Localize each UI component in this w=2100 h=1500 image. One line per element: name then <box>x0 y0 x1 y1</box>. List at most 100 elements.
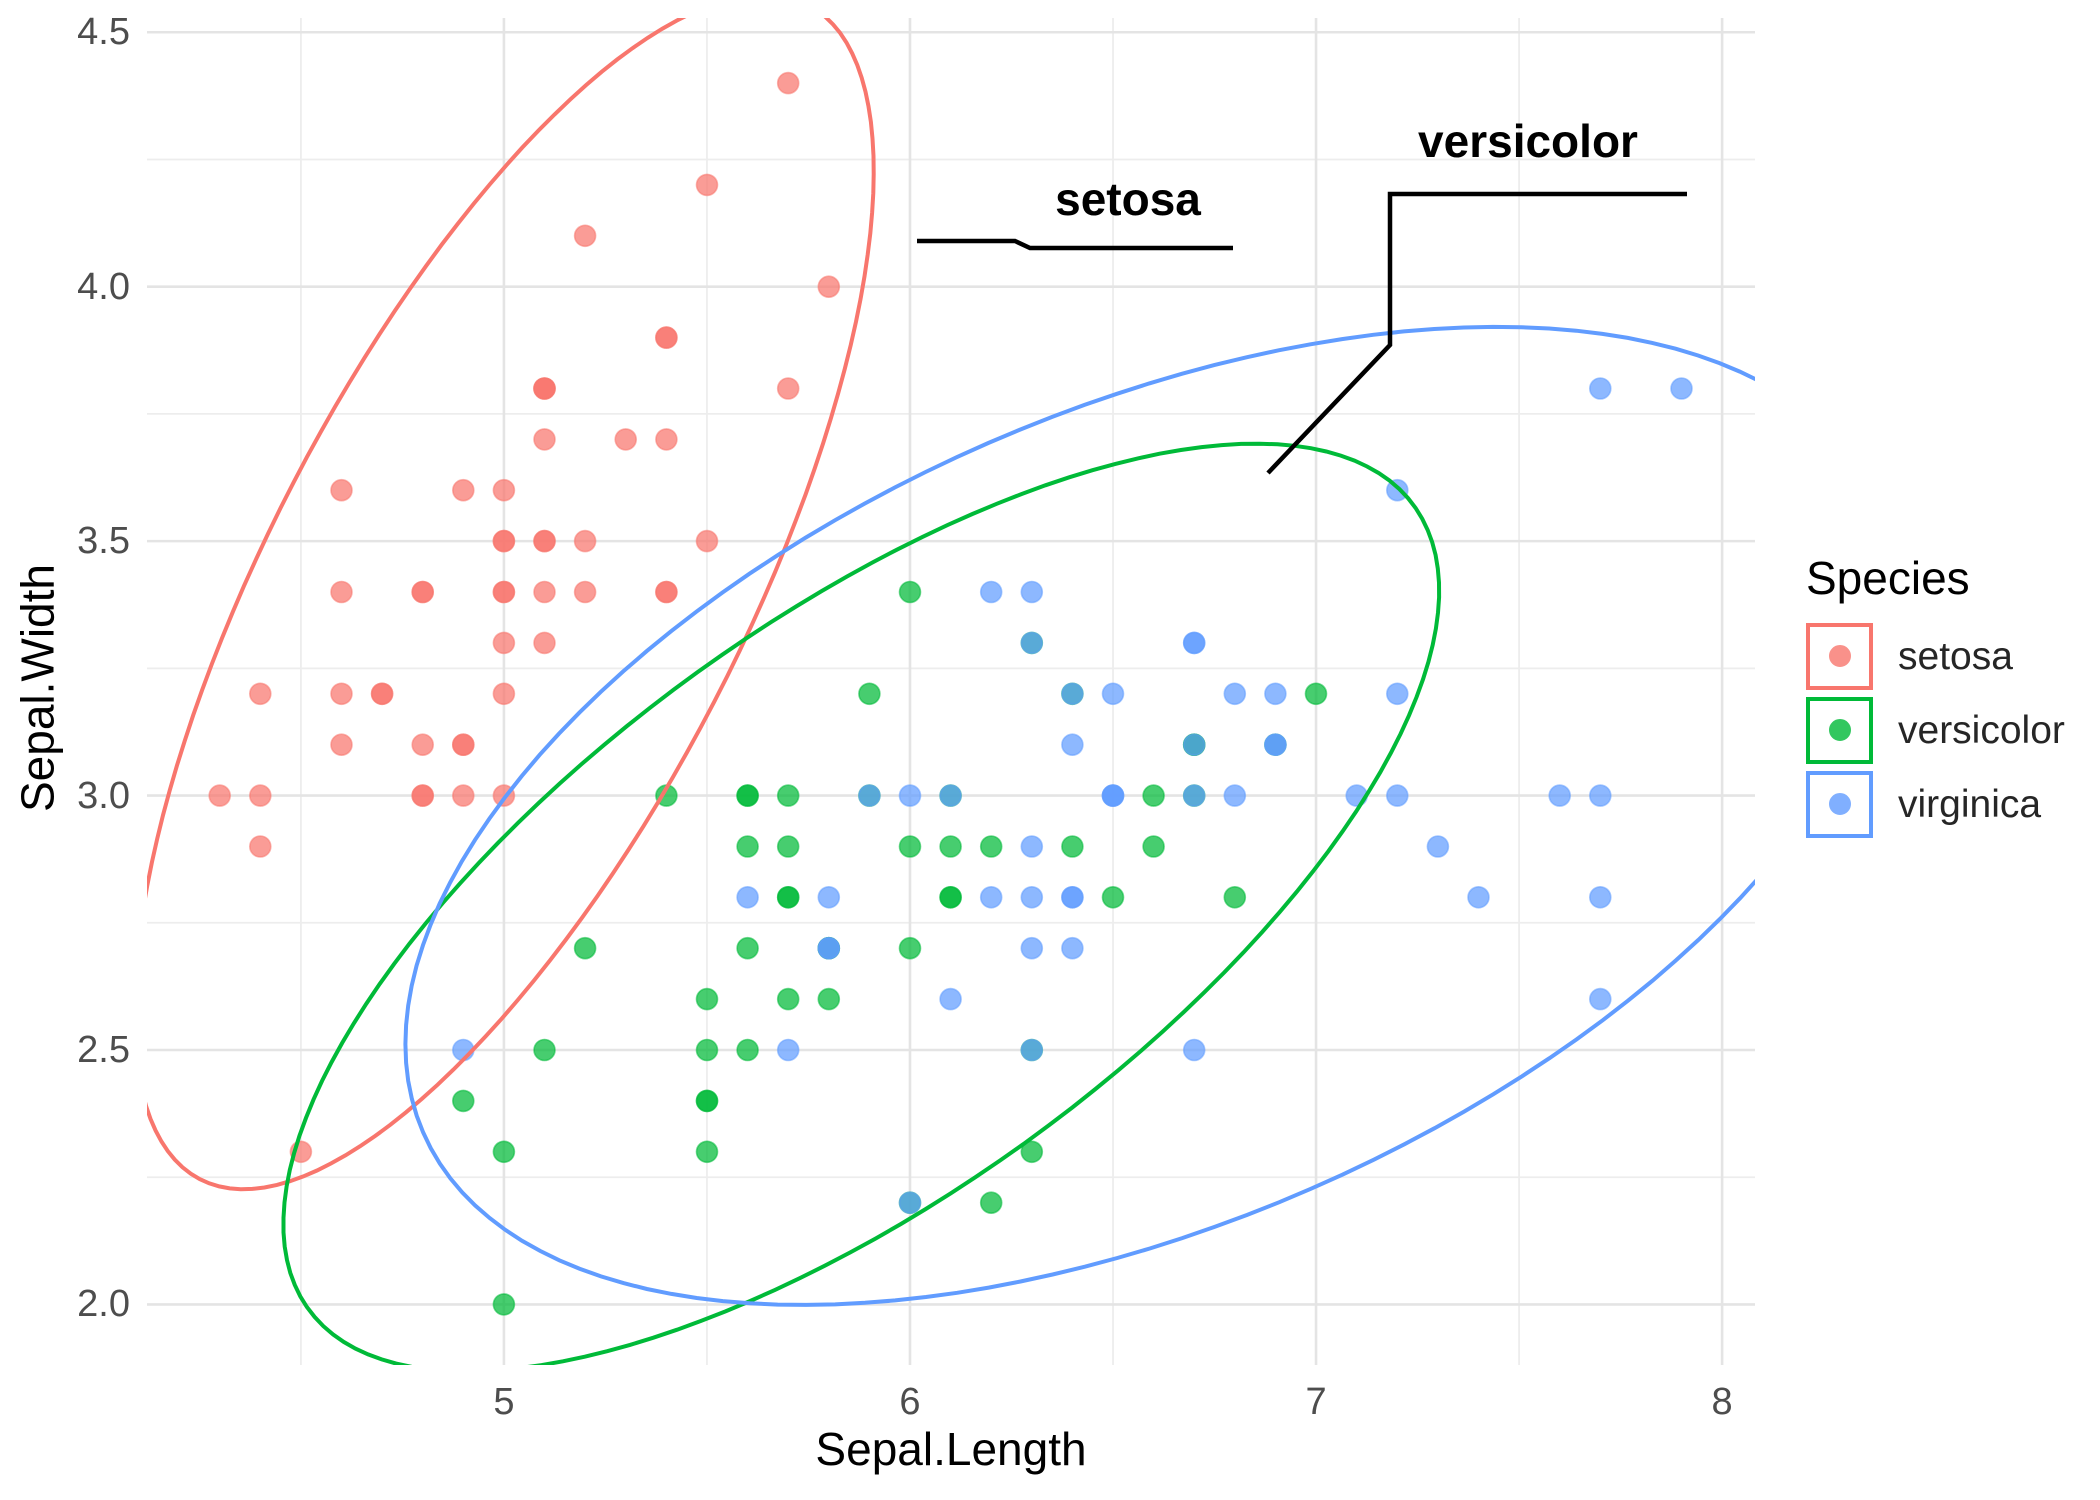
y-tick-label: 4.0 <box>77 265 130 308</box>
data-point-virginica <box>1386 784 1409 807</box>
data-point-versicolor <box>695 1140 719 1164</box>
legend-item-setosa: setosa <box>1806 622 2065 690</box>
legend-item-virginica: virginica <box>1806 770 2065 838</box>
data-point-virginica <box>939 987 962 1011</box>
y-tick-label: 2.5 <box>77 1029 130 1071</box>
data-point-setosa <box>655 428 678 451</box>
data-point-setosa <box>248 784 272 807</box>
data-point-virginica <box>1182 631 1206 655</box>
data-point-virginica <box>776 1038 800 1062</box>
gridlines-major <box>147 18 1755 1365</box>
data-point-setosa <box>533 580 556 604</box>
data-point-virginica <box>898 784 922 807</box>
annotation-label-versicolor: versicolor <box>1418 115 1638 167</box>
data-point-versicolor <box>1142 784 1165 807</box>
data-point-virginica <box>1223 682 1247 706</box>
legend: Species setosa versicolor virginica <box>1806 552 2065 845</box>
data-point-setosa <box>695 173 719 197</box>
data-point-setosa <box>533 631 556 655</box>
data-point-setosa <box>248 682 272 706</box>
data-point-virginica <box>1020 1038 1044 1062</box>
data-point-virginica <box>1589 377 1612 400</box>
legend-label-setosa: setosa <box>1898 634 2013 678</box>
point-icon <box>1828 793 1851 816</box>
data-point-setosa <box>655 326 678 349</box>
data-point-setosa <box>370 682 394 706</box>
y-axis-title: Sepal.Width <box>11 563 64 813</box>
data-point-versicolor <box>898 580 922 604</box>
data-point-setosa <box>533 529 556 553</box>
data-point-setosa <box>533 428 556 451</box>
data-point-setosa <box>492 529 516 553</box>
y-tick-label: 4.5 <box>77 11 130 54</box>
data-point-virginica <box>817 885 841 909</box>
data-point-virginica <box>1264 682 1287 706</box>
data-point-virginica <box>1182 784 1206 807</box>
x-tick-label: 8 <box>1711 1381 1733 1423</box>
data-point-virginica <box>1020 835 1044 858</box>
legend-title: Species <box>1806 552 1970 604</box>
y-tick-label: 3.5 <box>77 520 130 563</box>
data-point-virginica <box>736 885 759 909</box>
data-point-versicolor <box>492 1293 516 1316</box>
data-point-setosa <box>573 580 597 604</box>
data-point-versicolor <box>695 987 719 1011</box>
legend-item-versicolor: versicolor <box>1806 696 2065 764</box>
data-point-setosa <box>451 784 475 807</box>
data-point-versicolor <box>776 784 800 807</box>
data-point-versicolor <box>736 784 759 807</box>
point-icon <box>1828 719 1851 742</box>
data-point-versicolor <box>1020 1140 1044 1164</box>
data-point-setosa <box>655 580 678 604</box>
legend-key-versicolor-icon <box>1806 696 1873 764</box>
annotation-line-versicolor <box>1266 191 1687 475</box>
x-axis-title: Sepal.Length <box>815 1423 1087 1475</box>
data-point-versicolor <box>695 1038 719 1062</box>
data-point-setosa <box>492 478 516 502</box>
data-point-virginica <box>1020 631 1044 655</box>
legend-key-setosa-icon <box>1806 622 1873 690</box>
data-point-virginica <box>1020 936 1044 960</box>
data-point-virginica <box>979 885 1003 909</box>
ellipse-versicolor <box>281 441 1442 1365</box>
data-point-versicolor <box>1142 835 1165 858</box>
data-point-virginica <box>898 1191 922 1214</box>
legend-label-virginica: virginica <box>1898 782 2042 826</box>
data-point-virginica <box>1061 885 1084 909</box>
data-point-virginica <box>1426 835 1450 858</box>
points-versicolor <box>451 580 1328 1316</box>
data-point-versicolor <box>533 1038 556 1062</box>
data-point-versicolor <box>1061 835 1084 858</box>
data-point-versicolor <box>817 987 841 1011</box>
data-point-versicolor <box>695 1089 719 1113</box>
data-point-virginica <box>939 784 962 807</box>
data-point-setosa <box>330 478 353 502</box>
data-point-versicolor <box>1304 682 1328 706</box>
data-point-virginica <box>1101 682 1125 706</box>
x-tick-label: 5 <box>493 1381 515 1423</box>
data-point-versicolor <box>736 936 759 960</box>
point-icon <box>1828 645 1851 668</box>
data-point-versicolor <box>1223 885 1247 909</box>
data-point-setosa <box>411 733 435 757</box>
data-point-virginica <box>1020 885 1044 909</box>
data-point-virginica <box>1061 682 1084 706</box>
annotation-label-setosa: setosa <box>1055 173 1201 225</box>
legend-label-versicolor: versicolor <box>1898 708 2065 752</box>
data-point-setosa <box>573 224 597 248</box>
data-point-setosa <box>776 377 800 400</box>
data-point-versicolor <box>451 1089 475 1113</box>
data-point-setosa <box>492 682 516 706</box>
data-point-virginica <box>1061 936 1084 960</box>
data-point-virginica <box>1182 733 1206 757</box>
data-point-setosa <box>776 71 800 95</box>
data-point-setosa <box>330 682 353 706</box>
data-point-setosa <box>573 529 597 553</box>
ellipse-virginica <box>403 324 1755 1307</box>
data-point-versicolor <box>898 835 922 858</box>
data-point-versicolor <box>573 936 597 960</box>
data-point-setosa <box>533 377 556 400</box>
data-point-setosa <box>330 580 353 604</box>
